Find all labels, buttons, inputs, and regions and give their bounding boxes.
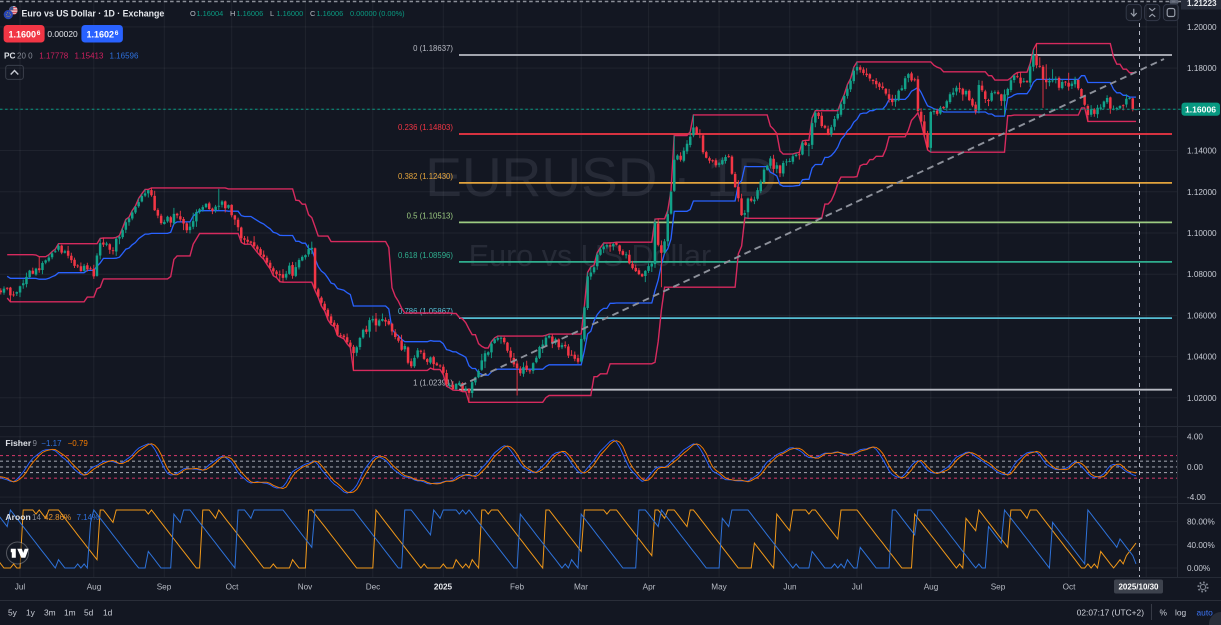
svg-text:-4.00: -4.00 bbox=[1187, 493, 1206, 502]
svg-text:0.00020: 0.00020 bbox=[47, 29, 78, 39]
svg-text:0.00%: 0.00% bbox=[1187, 564, 1210, 573]
svg-text:1d: 1d bbox=[103, 608, 113, 618]
svg-text:0.786 (1.05867): 0.786 (1.05867) bbox=[398, 307, 453, 316]
svg-text:20 0: 20 0 bbox=[17, 52, 33, 61]
svg-text:1.20000: 1.20000 bbox=[1187, 23, 1217, 32]
svg-text:L: L bbox=[270, 9, 274, 18]
svg-text:3m: 3m bbox=[44, 608, 56, 618]
svg-text:−0.79: −0.79 bbox=[68, 439, 89, 448]
svg-text:1.02000: 1.02000 bbox=[1187, 394, 1217, 403]
svg-text:1.12000: 1.12000 bbox=[1187, 188, 1217, 197]
svg-text:Jun: Jun bbox=[783, 583, 797, 592]
svg-text:80.00%: 80.00% bbox=[1187, 518, 1215, 527]
svg-text:1.1602: 1.1602 bbox=[87, 29, 115, 39]
svg-text:1.06000: 1.06000 bbox=[1187, 311, 1217, 320]
svg-text:6: 6 bbox=[37, 30, 41, 37]
svg-text:0.236 (1.14803): 0.236 (1.14803) bbox=[398, 123, 453, 132]
svg-text:May: May bbox=[711, 583, 727, 592]
svg-text:1.1600: 1.1600 bbox=[9, 29, 37, 39]
svg-text:1.15413: 1.15413 bbox=[75, 52, 104, 61]
svg-text:Aug: Aug bbox=[87, 583, 102, 592]
svg-text:9: 9 bbox=[33, 439, 38, 448]
svg-text:0.382 (1.12430): 0.382 (1.12430) bbox=[398, 172, 453, 181]
svg-text:auto: auto bbox=[1197, 608, 1214, 618]
svg-text:Dec: Dec bbox=[366, 583, 381, 592]
svg-text:5y: 5y bbox=[8, 608, 18, 618]
svg-text:1.16006: 1.16006 bbox=[237, 9, 264, 18]
svg-text:1y: 1y bbox=[26, 608, 36, 618]
svg-text:Jul: Jul bbox=[852, 583, 863, 592]
svg-text:Feb: Feb bbox=[510, 583, 525, 592]
svg-text:14: 14 bbox=[32, 513, 41, 522]
svg-text:1.17778: 1.17778 bbox=[39, 52, 68, 61]
svg-text:1 (1.02391): 1 (1.02391) bbox=[413, 379, 453, 388]
svg-text:0.00: 0.00 bbox=[1187, 463, 1203, 472]
svg-text:Oct: Oct bbox=[226, 583, 239, 592]
svg-text:1.04000: 1.04000 bbox=[1187, 353, 1217, 362]
svg-text:Mar: Mar bbox=[574, 583, 588, 592]
svg-text:1.16006: 1.16006 bbox=[317, 9, 344, 18]
svg-text:H: H bbox=[230, 9, 235, 18]
svg-text:Aug: Aug bbox=[924, 583, 939, 592]
svg-text:0.5 (1.10513): 0.5 (1.10513) bbox=[407, 211, 454, 220]
svg-text:1.10000: 1.10000 bbox=[1187, 229, 1217, 238]
svg-text:PC: PC bbox=[4, 51, 16, 61]
svg-text:Sep: Sep bbox=[157, 583, 172, 592]
svg-text:C: C bbox=[310, 9, 316, 18]
svg-text:42.86%: 42.86% bbox=[44, 513, 71, 522]
svg-text:O: O bbox=[190, 9, 196, 18]
svg-text:Aroon: Aroon bbox=[5, 512, 30, 522]
svg-text:1.21223: 1.21223 bbox=[1187, 0, 1217, 8]
svg-text:02:07:17 (UTC+2): 02:07:17 (UTC+2) bbox=[1077, 608, 1144, 618]
svg-text:Jul: Jul bbox=[15, 583, 26, 592]
svg-text:5d: 5d bbox=[84, 608, 94, 618]
svg-text:0.00000 (0.00%): 0.00000 (0.00%) bbox=[350, 9, 405, 18]
svg-text:EURUSD · 1D: EURUSD · 1D bbox=[425, 146, 776, 208]
svg-text:Euro vs US Dollar · 1D · Excha: Euro vs US Dollar · 1D · Exchange bbox=[22, 9, 165, 19]
svg-text:1.16004: 1.16004 bbox=[197, 9, 224, 18]
svg-text:0.618 (1.08596): 0.618 (1.08596) bbox=[398, 251, 453, 260]
svg-text:1.16000: 1.16000 bbox=[277, 9, 304, 18]
svg-text:Nov: Nov bbox=[298, 583, 313, 592]
svg-text:2025: 2025 bbox=[434, 583, 453, 592]
svg-text:1.16596: 1.16596 bbox=[110, 52, 139, 61]
svg-text:Apr: Apr bbox=[643, 583, 656, 592]
svg-text:40.00%: 40.00% bbox=[1187, 541, 1215, 550]
svg-text:0 (1.18637): 0 (1.18637) bbox=[413, 44, 453, 53]
svg-text:Sep: Sep bbox=[991, 583, 1006, 592]
svg-text:Oct: Oct bbox=[1063, 583, 1076, 592]
svg-text:1.14000: 1.14000 bbox=[1187, 147, 1217, 156]
svg-text:4.00: 4.00 bbox=[1187, 433, 1203, 442]
svg-text:Fisher: Fisher bbox=[5, 438, 31, 448]
svg-text:%: % bbox=[1160, 608, 1168, 618]
svg-text:1.16006: 1.16006 bbox=[1185, 104, 1216, 114]
svg-text:1.08000: 1.08000 bbox=[1187, 270, 1217, 279]
svg-text:1m: 1m bbox=[64, 608, 76, 618]
svg-text:−1.17: −1.17 bbox=[41, 439, 62, 448]
svg-text:log: log bbox=[1175, 608, 1187, 618]
svg-text:7.14%: 7.14% bbox=[77, 513, 100, 522]
svg-text:2025/10/30: 2025/10/30 bbox=[1118, 583, 1159, 592]
svg-text:6: 6 bbox=[115, 30, 119, 37]
svg-text:1.18000: 1.18000 bbox=[1187, 64, 1217, 73]
